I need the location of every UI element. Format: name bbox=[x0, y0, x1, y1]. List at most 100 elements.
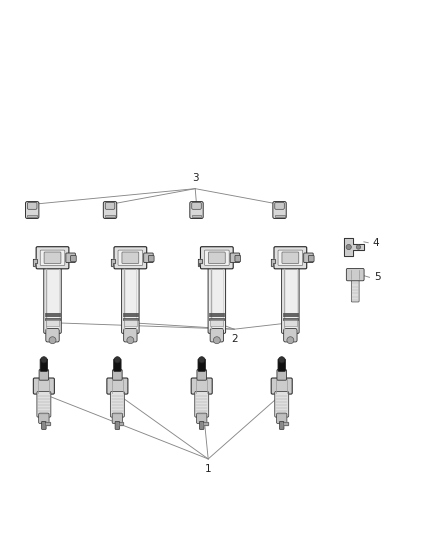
FancyBboxPatch shape bbox=[278, 250, 303, 265]
Bar bbox=[45, 318, 60, 320]
Circle shape bbox=[114, 357, 120, 363]
Polygon shape bbox=[46, 422, 49, 425]
FancyBboxPatch shape bbox=[66, 253, 75, 263]
Bar bbox=[210, 320, 223, 326]
FancyBboxPatch shape bbox=[105, 203, 115, 209]
Circle shape bbox=[41, 357, 47, 363]
FancyBboxPatch shape bbox=[44, 266, 61, 333]
FancyBboxPatch shape bbox=[304, 253, 313, 263]
Bar bbox=[123, 314, 138, 317]
FancyBboxPatch shape bbox=[124, 328, 137, 342]
Bar bbox=[123, 318, 138, 320]
Bar bbox=[283, 312, 298, 314]
Polygon shape bbox=[33, 259, 37, 265]
FancyBboxPatch shape bbox=[284, 328, 297, 342]
Polygon shape bbox=[111, 259, 115, 265]
FancyBboxPatch shape bbox=[113, 369, 122, 380]
FancyBboxPatch shape bbox=[276, 413, 287, 424]
FancyBboxPatch shape bbox=[271, 378, 292, 394]
FancyBboxPatch shape bbox=[274, 247, 307, 269]
FancyBboxPatch shape bbox=[273, 201, 286, 219]
FancyBboxPatch shape bbox=[210, 328, 223, 342]
Polygon shape bbox=[203, 422, 208, 425]
Text: 4: 4 bbox=[372, 238, 379, 248]
FancyBboxPatch shape bbox=[201, 247, 233, 269]
Polygon shape bbox=[283, 422, 287, 425]
Circle shape bbox=[213, 337, 220, 344]
Circle shape bbox=[279, 357, 285, 363]
Bar bbox=[27, 215, 37, 217]
Text: 2: 2 bbox=[231, 334, 237, 344]
FancyBboxPatch shape bbox=[275, 203, 284, 209]
FancyBboxPatch shape bbox=[144, 253, 153, 263]
FancyBboxPatch shape bbox=[279, 422, 284, 430]
Bar bbox=[123, 312, 138, 314]
Bar bbox=[45, 312, 60, 314]
Text: 5: 5 bbox=[374, 272, 381, 282]
FancyBboxPatch shape bbox=[199, 422, 204, 430]
Bar bbox=[275, 215, 285, 217]
FancyBboxPatch shape bbox=[230, 253, 240, 263]
FancyBboxPatch shape bbox=[282, 266, 299, 333]
FancyBboxPatch shape bbox=[115, 422, 120, 430]
Bar bbox=[124, 320, 137, 326]
FancyBboxPatch shape bbox=[346, 269, 364, 281]
Circle shape bbox=[346, 245, 351, 249]
Circle shape bbox=[49, 337, 56, 344]
FancyBboxPatch shape bbox=[275, 392, 289, 417]
FancyBboxPatch shape bbox=[282, 252, 299, 263]
FancyBboxPatch shape bbox=[197, 369, 206, 380]
FancyBboxPatch shape bbox=[192, 203, 201, 209]
FancyBboxPatch shape bbox=[278, 359, 286, 372]
Bar bbox=[105, 215, 115, 217]
FancyBboxPatch shape bbox=[44, 252, 61, 263]
Bar bbox=[209, 312, 224, 314]
Circle shape bbox=[127, 337, 134, 344]
FancyBboxPatch shape bbox=[46, 328, 59, 342]
FancyBboxPatch shape bbox=[112, 413, 123, 424]
Text: 1: 1 bbox=[205, 464, 212, 474]
Bar bbox=[191, 215, 201, 217]
FancyBboxPatch shape bbox=[36, 247, 69, 269]
FancyBboxPatch shape bbox=[42, 422, 46, 430]
Circle shape bbox=[287, 337, 294, 344]
Bar bbox=[45, 314, 60, 317]
FancyBboxPatch shape bbox=[205, 250, 229, 265]
FancyBboxPatch shape bbox=[122, 266, 139, 333]
FancyBboxPatch shape bbox=[110, 392, 124, 417]
FancyBboxPatch shape bbox=[40, 250, 65, 265]
Text: 3: 3 bbox=[192, 173, 198, 183]
FancyBboxPatch shape bbox=[103, 201, 117, 219]
Bar bbox=[284, 320, 297, 326]
FancyBboxPatch shape bbox=[71, 255, 76, 262]
FancyBboxPatch shape bbox=[351, 279, 359, 302]
Polygon shape bbox=[271, 259, 275, 265]
FancyBboxPatch shape bbox=[148, 255, 154, 262]
FancyBboxPatch shape bbox=[208, 252, 225, 263]
FancyBboxPatch shape bbox=[308, 255, 314, 262]
Circle shape bbox=[356, 245, 360, 249]
Circle shape bbox=[198, 357, 205, 363]
Polygon shape bbox=[198, 259, 202, 265]
FancyBboxPatch shape bbox=[107, 378, 128, 394]
FancyBboxPatch shape bbox=[122, 252, 139, 263]
FancyBboxPatch shape bbox=[25, 201, 39, 219]
FancyBboxPatch shape bbox=[191, 378, 212, 394]
Bar bbox=[209, 314, 224, 317]
FancyBboxPatch shape bbox=[235, 255, 240, 262]
Bar bbox=[283, 314, 298, 317]
Polygon shape bbox=[119, 422, 123, 425]
FancyBboxPatch shape bbox=[190, 201, 203, 219]
Bar bbox=[209, 318, 224, 320]
FancyBboxPatch shape bbox=[277, 369, 286, 380]
Bar bbox=[46, 320, 59, 326]
FancyBboxPatch shape bbox=[208, 266, 226, 333]
FancyBboxPatch shape bbox=[40, 359, 48, 372]
FancyBboxPatch shape bbox=[33, 378, 54, 394]
FancyBboxPatch shape bbox=[195, 392, 208, 417]
FancyBboxPatch shape bbox=[114, 247, 147, 269]
FancyBboxPatch shape bbox=[198, 359, 205, 372]
FancyBboxPatch shape bbox=[39, 413, 49, 424]
Polygon shape bbox=[344, 238, 364, 256]
FancyBboxPatch shape bbox=[118, 250, 143, 265]
